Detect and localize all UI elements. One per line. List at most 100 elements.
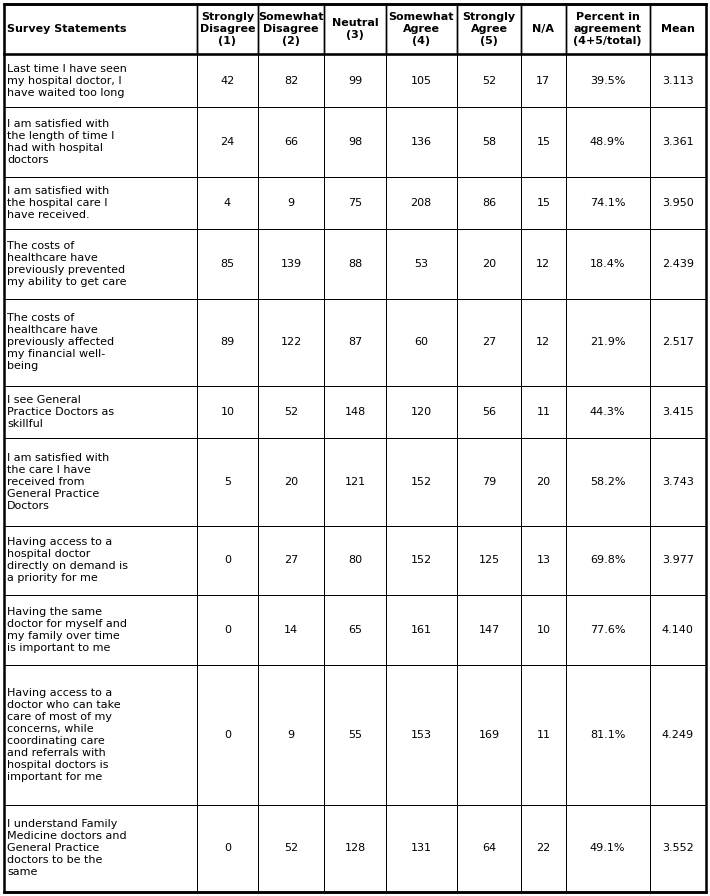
Bar: [324, 438, 386, 526]
Text: 58.2%: 58.2%: [590, 477, 626, 487]
Bar: [521, 805, 566, 892]
Bar: [457, 595, 521, 665]
Bar: [197, 107, 258, 177]
Text: 69.8%: 69.8%: [590, 556, 626, 565]
Bar: [566, 595, 650, 665]
Text: 136: 136: [411, 137, 432, 147]
Bar: [650, 595, 706, 665]
Text: Strongly
Agree
(5): Strongly Agree (5): [462, 13, 515, 47]
Text: 42: 42: [220, 75, 234, 86]
Bar: [258, 177, 324, 229]
Text: 22: 22: [536, 843, 550, 853]
Bar: [566, 805, 650, 892]
Bar: [650, 526, 706, 595]
Text: Last time I have seen
my hospital doctor, I
have waited too long: Last time I have seen my hospital doctor…: [7, 64, 127, 98]
Text: 52: 52: [284, 407, 298, 418]
Bar: [566, 4, 650, 55]
Text: Strongly
Disagree
(1): Strongly Disagree (1): [200, 13, 255, 47]
Bar: [521, 55, 566, 107]
Text: Having the same
doctor for myself and
my family over time
is important to me: Having the same doctor for myself and my…: [7, 607, 127, 653]
Text: 64: 64: [482, 843, 496, 853]
Bar: [258, 107, 324, 177]
Bar: [4, 55, 197, 107]
Text: Survey Statements: Survey Statements: [7, 24, 126, 34]
Bar: [566, 229, 650, 298]
Text: 52: 52: [482, 75, 496, 86]
Bar: [386, 526, 457, 595]
Bar: [566, 177, 650, 229]
Text: 75: 75: [348, 198, 362, 208]
Bar: [4, 665, 197, 805]
Text: 79: 79: [482, 477, 496, 487]
Text: 85: 85: [220, 259, 234, 269]
Text: 3.743: 3.743: [662, 477, 694, 487]
Bar: [386, 177, 457, 229]
Text: 148: 148: [344, 407, 366, 418]
Text: 44.3%: 44.3%: [590, 407, 626, 418]
Bar: [4, 107, 197, 177]
Bar: [386, 229, 457, 298]
Text: Neutral
(3): Neutral (3): [332, 18, 378, 40]
Text: 48.9%: 48.9%: [590, 137, 626, 147]
Text: 81.1%: 81.1%: [590, 730, 626, 740]
Text: I see General
Practice Doctors as
skillful: I see General Practice Doctors as skillf…: [7, 395, 114, 429]
Text: 153: 153: [411, 730, 432, 740]
Text: 98: 98: [348, 137, 362, 147]
Bar: [197, 526, 258, 595]
Bar: [386, 4, 457, 55]
Bar: [197, 229, 258, 298]
Text: 12: 12: [536, 259, 550, 269]
Text: 20: 20: [482, 259, 496, 269]
Bar: [457, 4, 521, 55]
Text: Having access to a
hospital doctor
directly on demand is
a priority for me: Having access to a hospital doctor direc…: [7, 538, 128, 583]
Text: 208: 208: [410, 198, 432, 208]
Text: 152: 152: [410, 477, 432, 487]
Bar: [324, 229, 386, 298]
Text: 128: 128: [344, 843, 366, 853]
Bar: [258, 526, 324, 595]
Bar: [457, 386, 521, 438]
Text: 125: 125: [479, 556, 500, 565]
Text: 20: 20: [536, 477, 550, 487]
Text: 74.1%: 74.1%: [590, 198, 626, 208]
Text: 27: 27: [482, 338, 496, 348]
Text: 66: 66: [284, 137, 298, 147]
Bar: [324, 298, 386, 386]
Text: 15: 15: [536, 137, 550, 147]
Bar: [386, 805, 457, 892]
Bar: [457, 665, 521, 805]
Bar: [650, 107, 706, 177]
Text: 0: 0: [224, 843, 231, 853]
Text: 161: 161: [411, 625, 432, 635]
Bar: [650, 4, 706, 55]
Bar: [386, 665, 457, 805]
Text: 131: 131: [411, 843, 432, 853]
Bar: [457, 526, 521, 595]
Bar: [457, 107, 521, 177]
Bar: [566, 107, 650, 177]
Bar: [197, 438, 258, 526]
Text: Somewhat
Agree
(4): Somewhat Agree (4): [388, 13, 454, 47]
Text: 39.5%: 39.5%: [590, 75, 626, 86]
Bar: [258, 665, 324, 805]
Bar: [566, 386, 650, 438]
Bar: [566, 55, 650, 107]
Text: 88: 88: [348, 259, 362, 269]
Text: 58: 58: [482, 137, 496, 147]
Text: 147: 147: [479, 625, 500, 635]
Text: 169: 169: [479, 730, 500, 740]
Bar: [650, 229, 706, 298]
Text: I am satisfied with
the hospital care I
have received.: I am satisfied with the hospital care I …: [7, 185, 109, 220]
Text: 82: 82: [284, 75, 298, 86]
Text: 122: 122: [280, 338, 302, 348]
Text: 52: 52: [284, 843, 298, 853]
Bar: [521, 107, 566, 177]
Text: I am satisfied with
the length of time I
had with hospital
doctors: I am satisfied with the length of time I…: [7, 119, 114, 165]
Bar: [650, 298, 706, 386]
Bar: [521, 526, 566, 595]
Text: 10: 10: [220, 407, 234, 418]
Text: 152: 152: [410, 556, 432, 565]
Text: The costs of
healthcare have
previously prevented
my ability to get care: The costs of healthcare have previously …: [7, 241, 126, 287]
Bar: [4, 229, 197, 298]
Text: 21.9%: 21.9%: [590, 338, 626, 348]
